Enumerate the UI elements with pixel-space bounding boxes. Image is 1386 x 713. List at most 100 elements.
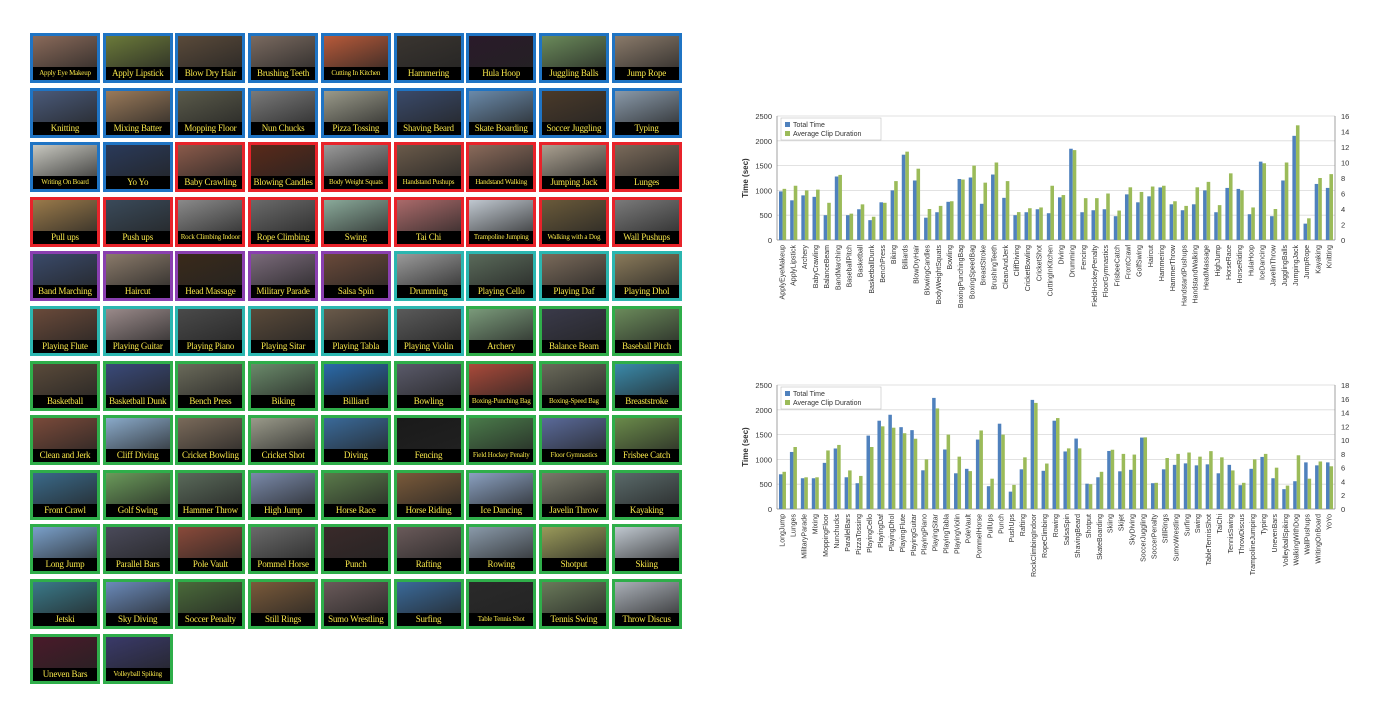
category-tile: Playing Piano: [175, 306, 246, 356]
y-tick-label: 1000: [755, 186, 772, 195]
legend-label: Total Time: [793, 122, 825, 129]
video-thumbnail: [33, 309, 97, 341]
category-tile: High Jump: [248, 469, 319, 520]
category-tile: Jetski: [30, 579, 100, 629]
avg-duration-bar: [1016, 212, 1021, 240]
y-tick-label: 2000: [755, 137, 772, 146]
avg-duration-bar: [927, 209, 932, 240]
video-thumbnail: [323, 418, 388, 451]
category-label: Volleyball Spiking: [105, 667, 170, 681]
total-time-bar: [979, 203, 984, 240]
avg-duration-bar: [961, 179, 965, 240]
total-time-bar: [1035, 209, 1040, 240]
avg-duration-bar: [957, 456, 962, 509]
avg-duration-bar: [1240, 190, 1244, 240]
avg-duration-bar: [1173, 201, 1177, 240]
video-thumbnail: [178, 254, 243, 287]
avg-duration-bar: [1023, 457, 1027, 509]
x-tick-label: BoxingPunchingBag: [958, 245, 965, 308]
video-thumbnail: [33, 527, 97, 560]
total-time-bar: [845, 215, 850, 240]
x-tick-label: SkateBoarding: [1097, 514, 1104, 560]
avg-duration-bar: [916, 168, 921, 240]
total-time-bar: [1030, 399, 1035, 509]
category-tile: Apply Lipstick: [102, 33, 173, 83]
category-tile: Parallel Bars: [102, 524, 173, 575]
total-time-bar: [1225, 187, 1229, 240]
category-label: Knitting: [33, 121, 97, 135]
category-tile: Writing On Board: [30, 142, 100, 193]
total-time-bar: [1304, 462, 1308, 509]
category-tile: Tennis Swing: [538, 579, 609, 629]
category-label: Military Parade: [251, 285, 316, 299]
avg-duration-bar: [979, 430, 983, 509]
avg-duration-bar: [871, 216, 876, 240]
video-thumbnail: [33, 636, 97, 669]
category-tile: Jump Rope: [611, 33, 682, 83]
x-tick-label: BasketballDunk: [869, 245, 876, 294]
category-tile: Skiing: [611, 524, 682, 575]
avg-duration-bar: [827, 202, 831, 240]
x-tick-label: HeadMassage: [1204, 245, 1211, 290]
category-label: Handstand Walking: [469, 176, 534, 190]
total-time-bar: [1293, 481, 1297, 509]
video-thumbnail: [323, 90, 388, 123]
total-time-bar: [1046, 213, 1051, 240]
video-thumbnail: [178, 36, 243, 68]
x-tick-label: PlayingDaf: [878, 514, 885, 548]
total-time-bar: [868, 220, 872, 240]
category-tile: Mopping Floor: [175, 87, 246, 138]
chart-bottom: 0 500 1000 1500 2000 2500 0 2 4 6 8 10 12 14 16 18 Time …: [741, 381, 1349, 577]
video-thumbnail: [469, 309, 534, 341]
x-tick-label: YoYo: [1327, 514, 1334, 530]
x-tick-label: Typing: [1261, 514, 1268, 535]
category-tile: Pommel Horse: [248, 524, 319, 575]
x-tick-label: Diving: [1059, 245, 1066, 265]
category-label: Blowing Candles: [251, 176, 316, 190]
video-thumbnail: [541, 199, 606, 232]
x-tick-label: Bowling: [947, 245, 954, 270]
category-tile: Billiard: [320, 360, 391, 411]
category-label: Skate Boarding: [469, 121, 534, 135]
total-time-bar: [1008, 491, 1013, 509]
category-tile: Yo Yo: [102, 142, 173, 193]
category-tile: Uneven Bars: [30, 633, 100, 684]
legend-label: Average Clip Duration: [793, 131, 861, 138]
video-thumbnail: [323, 254, 388, 287]
x-tick-label: WritingOnBoard: [1316, 514, 1323, 564]
category-label: Parallel Bars: [105, 558, 170, 572]
total-time-bar: [1282, 489, 1286, 509]
x-tick-label: MoppingFloor: [823, 513, 830, 556]
category-label: Hammering: [396, 67, 461, 80]
video-thumbnail: [614, 199, 679, 232]
video-thumbnail: [614, 472, 679, 505]
video-thumbnail: [323, 472, 388, 505]
video-thumbnail: [396, 90, 461, 123]
x-tick-label: Mixing: [812, 514, 819, 534]
total-time-bar: [1069, 148, 1073, 240]
video-thumbnail: [396, 309, 461, 341]
video-thumbnail: [541, 309, 606, 341]
avg-duration-bar: [1061, 195, 1066, 240]
x-tick-label: BlowingCandles: [925, 245, 932, 296]
video-thumbnail: [105, 527, 170, 560]
total-time-bar: [823, 215, 828, 240]
category-tile: Bench Press: [175, 360, 246, 411]
total-time-bar: [855, 483, 860, 509]
avg-duration-bar: [1220, 457, 1224, 509]
category-label: Soccer Juggling: [541, 121, 606, 135]
category-tile: Band Marching: [30, 251, 100, 302]
avg-duration-bar: [1039, 207, 1043, 240]
video-thumbnail: [33, 36, 97, 68]
total-time-bar: [811, 478, 816, 509]
avg-duration-bar: [949, 201, 954, 240]
total-time-bar: [1096, 477, 1100, 509]
category-tile: Skate Boarding: [466, 87, 537, 138]
x-tick-label: SkyDiving: [1130, 514, 1137, 545]
avg-duration-bar: [1206, 181, 1211, 240]
total-time-bar: [901, 154, 906, 240]
category-tile: Salsa Spin: [320, 251, 391, 302]
total-time-bar: [857, 209, 861, 240]
category-label: Jetski: [33, 613, 97, 626]
video-thumbnail: [614, 309, 679, 341]
